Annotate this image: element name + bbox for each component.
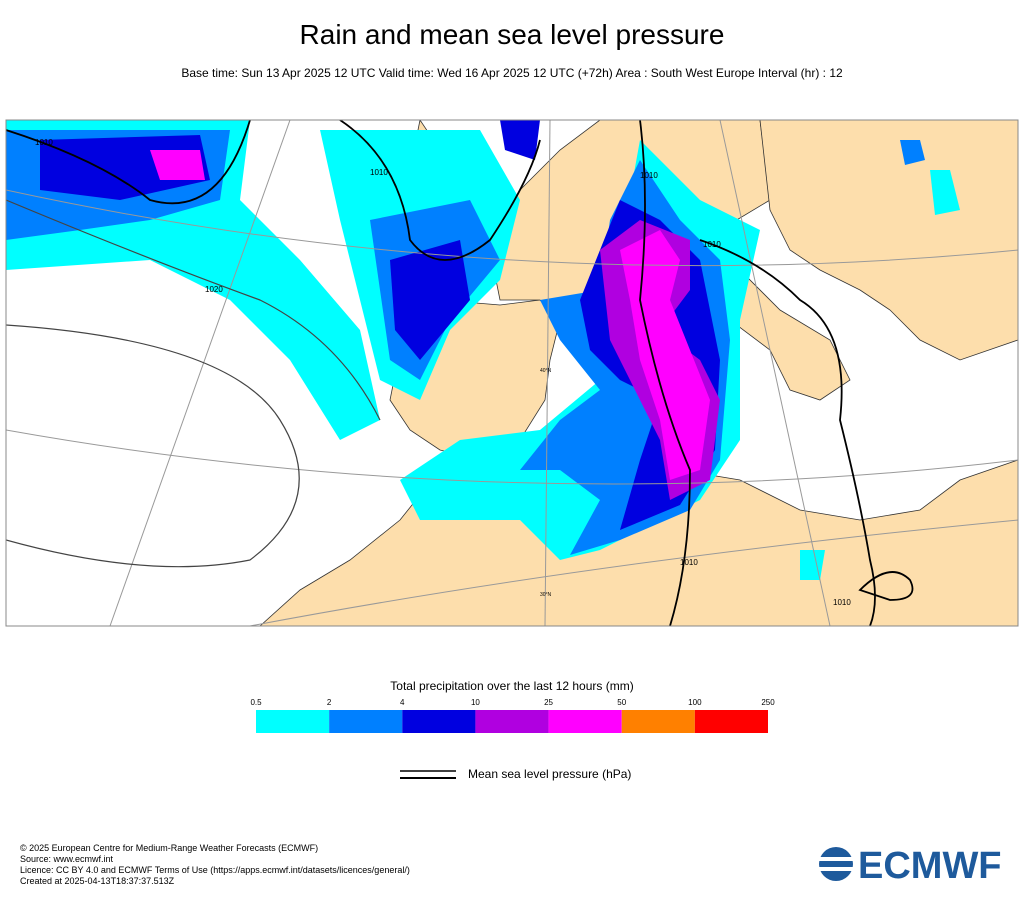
colorbar-segment — [694, 710, 768, 733]
footer-line: Licence: CC BY 4.0 and ECMWF Terms of Us… — [20, 865, 410, 875]
colorbar-segment — [329, 710, 403, 733]
title: Rain and mean sea level pressure — [300, 19, 725, 50]
colorbar-tick-label: 4 — [400, 698, 405, 707]
colorbar-tick-label: 2 — [327, 698, 332, 707]
precipitation — [6, 120, 960, 580]
colorbar-segment — [475, 710, 549, 733]
isobar-label: 1020 — [205, 285, 223, 294]
subtitle: Base time: Sun 13 Apr 2025 12 UTC Valid … — [181, 66, 843, 80]
colorbar-tick-label: 50 — [617, 698, 626, 707]
isobar-label: 1010 — [370, 168, 388, 177]
isobar-label: 1010 — [833, 598, 851, 607]
latitude-label: 40°N — [540, 368, 552, 374]
colorbar-segment — [256, 710, 330, 733]
legend-line-label: Mean sea level pressure (hPa) — [468, 767, 631, 781]
colorbar: 0.5 2 4 10 25 50 100 250 — [250, 698, 775, 733]
colorbar-tick-label: 100 — [688, 698, 702, 707]
logo-text: ECMWF — [858, 845, 1002, 887]
isobars-thin — [6, 199, 381, 568]
legend-title: Total precipitation over the last 12 hou… — [390, 679, 633, 693]
map: 1010 1020 1010 1010 1010 1010 1010 40°N … — [6, 120, 1018, 626]
colorbar-segment — [548, 710, 622, 733]
isobars — [6, 120, 914, 626]
isobar-label: 1010 — [703, 240, 721, 249]
isobar-label: 1010 — [680, 558, 698, 567]
colorbar-segment — [402, 710, 476, 733]
logo: ECMWF — [815, 845, 1002, 887]
footer-line: Source: www.ecmwf.int — [20, 854, 114, 864]
colorbar-tick-label: 10 — [471, 698, 480, 707]
colorbar-tick-label: 0.5 — [250, 698, 262, 707]
map-frame — [5, 119, 1019, 627]
isobar-label: 1010 — [35, 138, 53, 147]
colorbar-tick-label: 250 — [761, 698, 775, 707]
footer-line: Created at 2025-04-13T18:37:37.513Z — [20, 876, 175, 886]
footer-line: © 2025 European Centre for Medium-Range … — [20, 843, 318, 853]
footer: © 2025 European Centre for Medium-Range … — [20, 843, 410, 886]
colorbar-tick-label: 25 — [544, 698, 553, 707]
colorbar-segment — [621, 710, 695, 733]
latitude-label: 30°N — [540, 592, 552, 598]
graticule — [6, 120, 1018, 626]
isobar-label: 1010 — [640, 171, 658, 180]
